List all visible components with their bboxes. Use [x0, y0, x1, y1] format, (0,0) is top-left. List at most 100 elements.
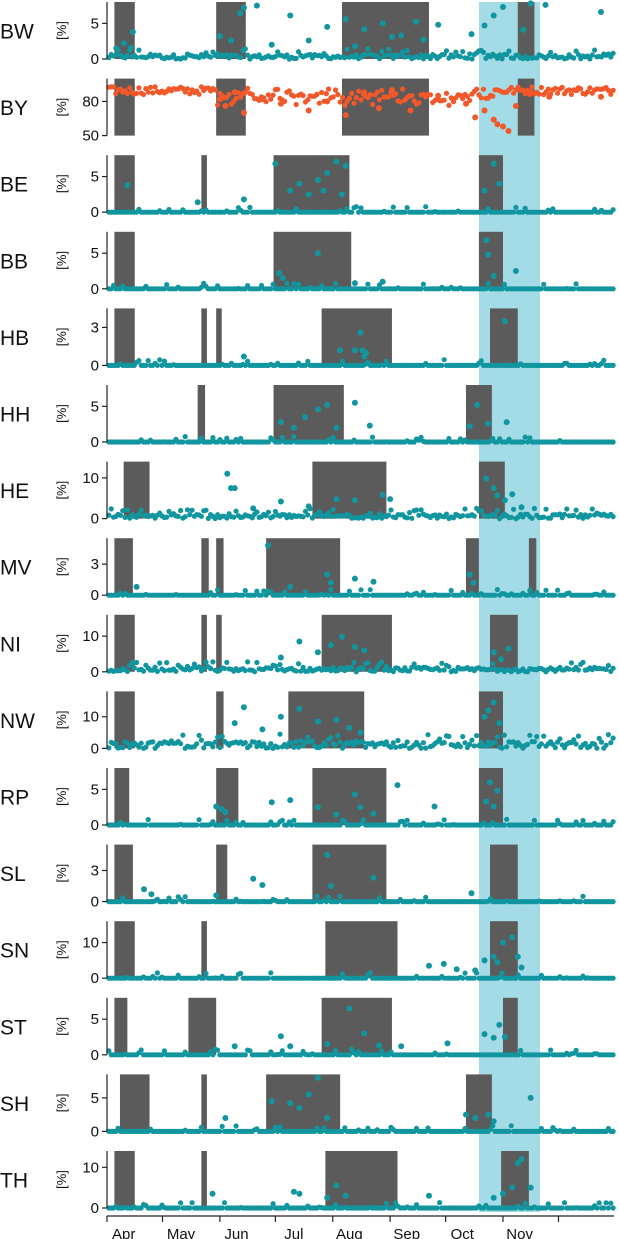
data-point: [413, 507, 420, 513]
shaded-interval: [114, 308, 135, 366]
data-point: [561, 511, 568, 517]
data-point: [270, 281, 276, 287]
data-point: [370, 810, 377, 817]
shaded-interval: [216, 614, 222, 672]
data-point: [369, 101, 376, 107]
data-point: [365, 660, 371, 666]
data-point: [360, 817, 366, 823]
data-point: [370, 578, 377, 585]
shaded-interval: [201, 538, 209, 596]
data-point: [224, 470, 231, 477]
data-point: [201, 54, 207, 60]
data-point: [503, 419, 510, 426]
data-point: [478, 95, 484, 101]
data-point: [538, 741, 545, 747]
data-point: [305, 191, 312, 198]
data-point: [253, 2, 260, 9]
data-point: [351, 100, 357, 106]
data-point: [277, 654, 284, 661]
data-point: [198, 1124, 204, 1130]
data-point: [474, 733, 480, 739]
data-point: [212, 739, 218, 745]
data-point: [601, 818, 607, 824]
data-point: [566, 87, 572, 93]
state-label: BW: [0, 21, 34, 44]
shaded-interval: [201, 614, 207, 672]
data-point: [448, 587, 454, 594]
data-point: [330, 94, 336, 100]
panel-he: 0 10 [%] HE: [0, 461, 616, 528]
panel-sl: 0 3 [%] SL: [0, 844, 616, 911]
data-point: [490, 953, 497, 960]
data-point: [300, 92, 306, 99]
data-point: [247, 1048, 253, 1054]
data-point: [221, 439, 228, 445]
data-point: [402, 743, 408, 749]
data-point: [242, 46, 248, 52]
data-point: [198, 435, 204, 441]
data-point: [240, 196, 247, 203]
data-point: [552, 822, 558, 828]
data-point: [501, 1034, 508, 1040]
data-point: [180, 732, 186, 738]
data-point: [328, 587, 334, 593]
data-point: [443, 48, 450, 54]
data-point: [189, 1200, 195, 1206]
data-point: [386, 94, 392, 100]
data-point: [351, 643, 358, 650]
data-point: [326, 592, 332, 598]
shaded-interval: [312, 461, 387, 519]
data-point: [291, 434, 297, 440]
data-point: [136, 511, 142, 517]
shaded-interval: [216, 538, 224, 596]
data-point: [426, 1192, 432, 1199]
x-tick-label: Apr: [112, 1226, 135, 1239]
data-point: [250, 505, 257, 512]
data-point: [520, 439, 526, 445]
data-point: [460, 513, 466, 519]
y-axis-label: [%]: [54, 557, 69, 576]
data-point: [215, 587, 221, 593]
data-point: [182, 55, 188, 61]
data-point: [270, 92, 276, 98]
data-point: [265, 92, 271, 98]
data-point: [148, 891, 155, 898]
data-point: [423, 894, 429, 901]
data-point: [580, 893, 586, 900]
data-point: [559, 1205, 565, 1211]
data-point: [393, 744, 399, 750]
data-point: [324, 98, 331, 105]
data-point: [261, 588, 267, 594]
data-point: [231, 89, 238, 96]
data-point: [296, 180, 303, 187]
data-point: [277, 1033, 284, 1040]
data-point: [289, 822, 295, 828]
data-point: [196, 1128, 202, 1134]
data-point: [573, 507, 579, 513]
data-point: [383, 52, 389, 58]
data-point: [527, 1184, 534, 1191]
x-tick-label: May: [167, 1226, 196, 1239]
data-point: [323, 899, 329, 905]
y-axis-label: [%]: [54, 174, 69, 193]
data-point: [379, 48, 385, 55]
shaded-interval: [201, 155, 207, 213]
data-point: [543, 506, 549, 512]
data-point: [305, 512, 311, 518]
data-point: [608, 91, 614, 97]
data-point: [513, 204, 519, 210]
data-point: [302, 739, 309, 745]
y-tick-label: 10: [82, 935, 99, 952]
shaded-interval: [312, 768, 387, 825]
data-point: [134, 90, 140, 96]
data-point: [367, 92, 373, 98]
data-point: [332, 1048, 339, 1054]
data-point: [305, 107, 312, 114]
data-point: [578, 822, 584, 828]
data-point: [326, 894, 332, 900]
shaded-interval: [114, 2, 135, 59]
y-tick-label: 10: [82, 1159, 99, 1176]
data-point: [342, 55, 348, 61]
y-axis-label: [%]: [54, 21, 69, 40]
data-point: [485, 281, 491, 287]
